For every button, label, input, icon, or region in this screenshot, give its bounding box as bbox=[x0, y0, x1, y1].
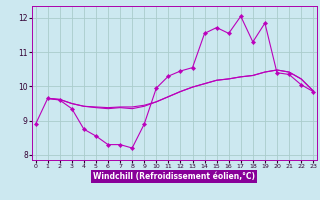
X-axis label: Windchill (Refroidissement éolien,°C): Windchill (Refroidissement éolien,°C) bbox=[93, 172, 255, 181]
